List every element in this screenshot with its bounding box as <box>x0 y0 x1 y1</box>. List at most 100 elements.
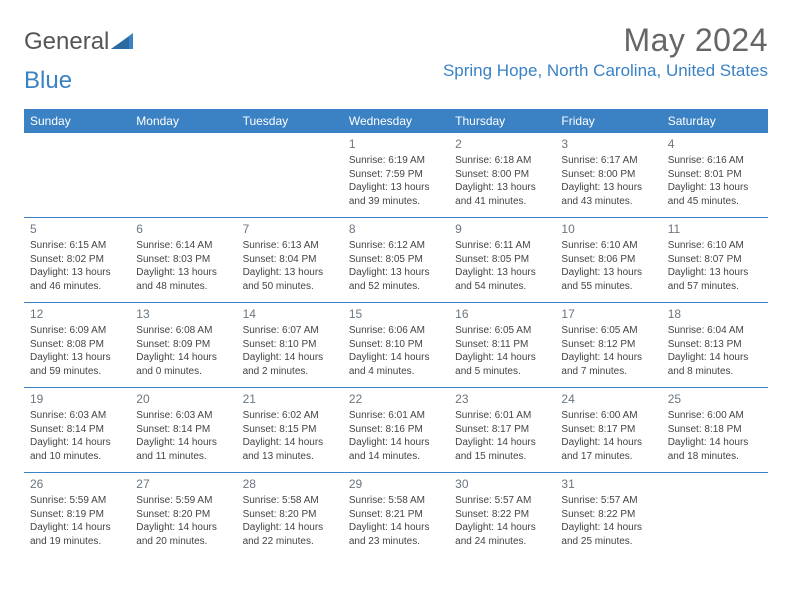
sunset-line: Sunset: 8:11 PM <box>455 338 549 352</box>
sunset-line: Sunset: 8:12 PM <box>561 338 655 352</box>
daylight-line: Daylight: 14 hours and 14 minutes. <box>349 436 443 463</box>
calendar-header: Sunday Monday Tuesday Wednesday Thursday… <box>24 109 768 133</box>
sunset-line: Sunset: 8:08 PM <box>30 338 124 352</box>
month-title: May 2024 <box>443 22 768 59</box>
sunrise-line: Sunrise: 6:09 AM <box>30 324 124 338</box>
daylight-line: Daylight: 14 hours and 23 minutes. <box>349 521 443 548</box>
sunrise-line: Sunrise: 6:04 AM <box>668 324 762 338</box>
daylight-line: Daylight: 13 hours and 52 minutes. <box>349 266 443 293</box>
daylight-line: Daylight: 14 hours and 10 minutes. <box>30 436 124 463</box>
sunset-line: Sunset: 8:09 PM <box>136 338 230 352</box>
day-number: 29 <box>349 476 443 492</box>
daylight-line: Daylight: 14 hours and 19 minutes. <box>30 521 124 548</box>
day-number: 13 <box>136 306 230 322</box>
daylight-line: Daylight: 13 hours and 55 minutes. <box>561 266 655 293</box>
sunrise-line: Sunrise: 6:08 AM <box>136 324 230 338</box>
calendar-cell: 3Sunrise: 6:17 AMSunset: 8:00 PMDaylight… <box>555 133 661 217</box>
daylight-line: Daylight: 13 hours and 48 minutes. <box>136 266 230 293</box>
day-header-thu: Thursday <box>449 109 555 133</box>
calendar-cell: 26 Sunrise: 5:59 AMSunset: 8:19 PMDayligh… <box>24 473 130 557</box>
day-header-fri: Friday <box>555 109 661 133</box>
daylight-line: Daylight: 14 hours and 15 minutes. <box>455 436 549 463</box>
sunrise-line: Sunrise: 6:02 AM <box>243 409 337 423</box>
calendar-cell: 22Sunrise: 6:01 AMSunset: 8:16 PMDayligh… <box>343 388 449 472</box>
daylight-line: Daylight: 14 hours and 7 minutes. <box>561 351 655 378</box>
sunrise-line: Sunrise: 6:12 AM <box>349 239 443 253</box>
daylight-line: Daylight: 14 hours and 8 minutes. <box>668 351 762 378</box>
title-block: May 2024 Spring Hope, North Carolina, Un… <box>443 22 768 81</box>
sunset-line: Sunset: 8:19 PM <box>30 508 124 522</box>
calendar-cell: 14Sunrise: 6:07 AMSunset: 8:10 PMDayligh… <box>237 303 343 387</box>
calendar-cell: 6Sunrise: 6:14 AMSunset: 8:03 PMDaylight… <box>130 218 236 302</box>
daylight-line: Daylight: 14 hours and 2 minutes. <box>243 351 337 378</box>
sunrise-line: Sunrise: 5:59 AM <box>136 494 230 508</box>
sunset-line: Sunset: 8:14 PM <box>30 423 124 437</box>
day-header-sat: Saturday <box>662 109 768 133</box>
calendar-cell <box>24 133 130 217</box>
sunrise-line: Sunrise: 6:06 AM <box>349 324 443 338</box>
calendar-cell: 24Sunrise: 6:00 AMSunset: 8:17 PMDayligh… <box>555 388 661 472</box>
day-number: 25 <box>668 391 762 407</box>
daylight-line: Daylight: 13 hours and 39 minutes. <box>349 181 443 208</box>
day-number: 26 <box>30 476 124 492</box>
day-number: 5 <box>30 221 124 237</box>
day-number: 2 <box>455 136 549 152</box>
sunrise-line: Sunrise: 6:07 AM <box>243 324 337 338</box>
calendar-cell: 21Sunrise: 6:02 AMSunset: 8:15 PMDayligh… <box>237 388 343 472</box>
daylight-line: Daylight: 13 hours and 41 minutes. <box>455 181 549 208</box>
sunrise-line: Sunrise: 6:03 AM <box>136 409 230 423</box>
calendar-cell: 30Sunrise: 5:57 AMSunset: 8:22 PMDayligh… <box>449 473 555 557</box>
sunset-line: Sunset: 8:00 PM <box>561 168 655 182</box>
day-number: 20 <box>136 391 230 407</box>
calendar-cell <box>662 473 768 557</box>
sunset-line: Sunset: 8:16 PM <box>349 423 443 437</box>
calendar-cell: 12 Sunrise: 6:09 AMSunset: 8:08 PMDayligh… <box>24 303 130 387</box>
sunset-line: Sunset: 8:03 PM <box>136 253 230 267</box>
sunrise-line: Sunrise: 6:17 AM <box>561 154 655 168</box>
daylight-line: Daylight: 13 hours and 59 minutes. <box>30 351 124 378</box>
daylight-line: Daylight: 14 hours and 13 minutes. <box>243 436 337 463</box>
calendar-cell: 2Sunrise: 6:18 AMSunset: 8:00 PMDaylight… <box>449 133 555 217</box>
daylight-line: Daylight: 14 hours and 22 minutes. <box>243 521 337 548</box>
daylight-line: Daylight: 14 hours and 24 minutes. <box>455 521 549 548</box>
calendar-cell: 8Sunrise: 6:12 AMSunset: 8:05 PMDaylight… <box>343 218 449 302</box>
calendar-cell: 13 Sunrise: 6:08 AMSunset: 8:09 PMDayligh… <box>130 303 236 387</box>
logo: General <box>24 22 133 56</box>
calendar-cell: 9Sunrise: 6:11 AMSunset: 8:05 PMDaylight… <box>449 218 555 302</box>
daylight-line: Daylight: 13 hours and 45 minutes. <box>668 181 762 208</box>
calendar-cell: 25Sunrise: 6:00 AMSunset: 8:18 PMDayligh… <box>662 388 768 472</box>
sunrise-line: Sunrise: 6:01 AM <box>349 409 443 423</box>
calendar-cell: 31Sunrise: 5:57 AMSunset: 8:22 PMDayligh… <box>555 473 661 557</box>
sunrise-line: Sunrise: 6:10 AM <box>561 239 655 253</box>
sunrise-line: Sunrise: 5:58 AM <box>349 494 443 508</box>
calendar-cell: 20Sunrise: 6:03 AMSunset: 8:14 PMDayligh… <box>130 388 236 472</box>
calendar-cell: 19Sunrise: 6:03 AMSunset: 8:14 PMDayligh… <box>24 388 130 472</box>
day-number: 31 <box>561 476 655 492</box>
sunrise-line: Sunrise: 6:18 AM <box>455 154 549 168</box>
sunset-line: Sunset: 8:06 PM <box>561 253 655 267</box>
day-number: 15 <box>349 306 443 322</box>
day-number: 12 <box>30 306 124 322</box>
calendar-cell <box>237 133 343 217</box>
daylight-line: Daylight: 14 hours and 20 minutes. <box>136 521 230 548</box>
day-number: 27 <box>136 476 230 492</box>
sunrise-line: Sunrise: 5:59 AM <box>30 494 124 508</box>
day-number: 11 <box>668 221 762 237</box>
calendar-cell: 18Sunrise: 6:04 AMSunset: 8:13 PMDayligh… <box>662 303 768 387</box>
day-number: 16 <box>455 306 549 322</box>
calendar-body: 1Sunrise: 6:19 AMSunset: 7:59 PMDaylight… <box>24 133 768 557</box>
sunset-line: Sunset: 7:59 PM <box>349 168 443 182</box>
daylight-line: Daylight: 14 hours and 0 minutes. <box>136 351 230 378</box>
daylight-line: Daylight: 13 hours and 43 minutes. <box>561 181 655 208</box>
calendar-cell: 28Sunrise: 5:58 AMSunset: 8:20 PMDayligh… <box>237 473 343 557</box>
calendar-cell: 11Sunrise: 6:10 AMSunset: 8:07 PMDayligh… <box>662 218 768 302</box>
calendar-cell: 27Sunrise: 5:59 AMSunset: 8:20 PMDayligh… <box>130 473 236 557</box>
logo-text-2: Blue <box>24 67 72 95</box>
sunrise-line: Sunrise: 6:19 AM <box>349 154 443 168</box>
sunset-line: Sunset: 8:01 PM <box>668 168 762 182</box>
daylight-line: Daylight: 13 hours and 50 minutes. <box>243 266 337 293</box>
sunrise-line: Sunrise: 6:15 AM <box>30 239 124 253</box>
day-number: 10 <box>561 221 655 237</box>
location-label: Spring Hope, North Carolina, United Stat… <box>443 61 768 81</box>
sunrise-line: Sunrise: 6:14 AM <box>136 239 230 253</box>
